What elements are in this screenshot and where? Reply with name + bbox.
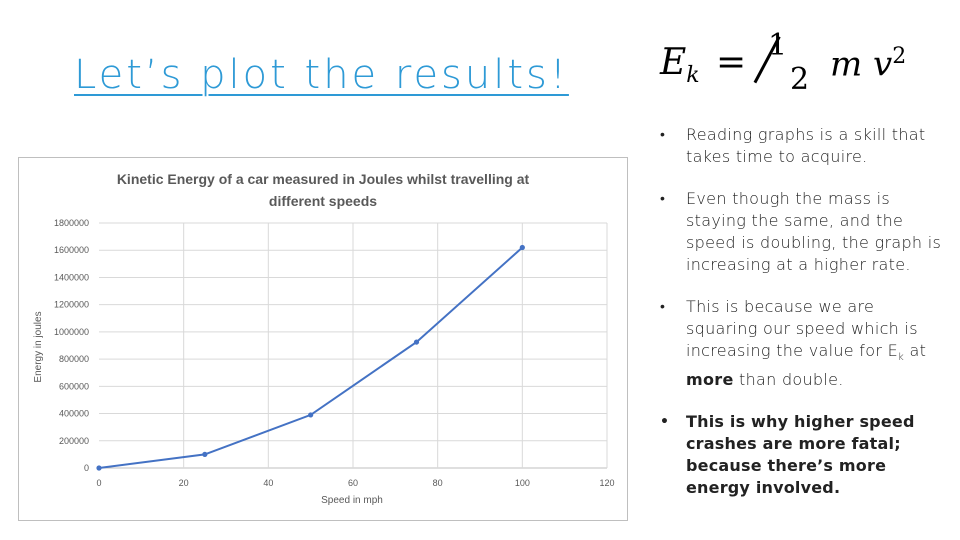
data-point	[308, 412, 314, 418]
y-tick-label: 1000000	[54, 327, 89, 337]
y-tick-label: 400000	[59, 409, 89, 419]
chart-title-line-2: different speeds	[269, 193, 377, 209]
x-tick-label: 40	[263, 478, 273, 488]
y-tick-label: 1600000	[54, 245, 89, 255]
explanation-bullets: Reading graphs is a skill that takes tim…	[660, 124, 950, 519]
y-tick-label: 1200000	[54, 300, 89, 310]
kinetic-energy-formula: Ek = 1 2 m v2	[660, 28, 930, 100]
bullet-squaring: This is because we are squaring our spee…	[660, 296, 950, 391]
y-axis-label: Energy in joules	[33, 311, 44, 382]
bullet-crashes-fatal: This is why higher speed crashes are mor…	[660, 411, 950, 499]
formula-energy-symbol: Ek	[660, 42, 700, 89]
chart-frame: Kinetic Energy of a car measured in Joul…	[18, 157, 628, 521]
y-tick-label: 200000	[59, 436, 89, 446]
x-tick-label: 80	[433, 478, 443, 488]
chart-title-line-1: Kinetic Energy of a car measured in Joul…	[117, 171, 530, 187]
y-tick-label: 0	[84, 463, 89, 473]
slide-title: Let’s plot the results!	[74, 52, 569, 98]
data-point	[413, 339, 420, 345]
y-tick-label: 1400000	[54, 272, 89, 282]
x-tick-label: 60	[348, 478, 358, 488]
formula-mass-velocity: m v2	[830, 44, 907, 85]
series-line	[98, 246, 523, 469]
x-tick-label: 100	[515, 478, 530, 488]
data-point	[202, 451, 208, 457]
formula-equals: =	[716, 42, 747, 83]
kinetic-energy-chart: Kinetic Energy of a car measured in Joul…	[33, 171, 615, 506]
data-point	[519, 244, 525, 251]
y-tick-label: 800000	[59, 354, 89, 364]
y-tick-label: 600000	[59, 381, 89, 391]
chart-series	[96, 244, 525, 471]
y-tick-label: 1800000	[54, 218, 89, 228]
bullet-mass-speed: Even though the mass is staying the same…	[660, 188, 950, 276]
x-tick-label: 120	[599, 478, 614, 488]
x-tick-label: 20	[179, 478, 189, 488]
data-point	[96, 465, 102, 471]
y-axis-ticks: 0 200000 400000 600000 800000 1000000 1200000 1…	[54, 218, 89, 473]
formula-denominator: 2	[790, 62, 810, 97]
x-axis-ticks: 0 20 40 60 80 100 120	[96, 478, 614, 488]
x-tick-label: 0	[96, 478, 101, 488]
x-axis-label: Speed in mph	[321, 495, 383, 506]
chart-grid	[99, 222, 608, 469]
formula-numerator: 1	[768, 28, 788, 63]
bullet-reading-graphs: Reading graphs is a skill that takes tim…	[660, 124, 950, 168]
